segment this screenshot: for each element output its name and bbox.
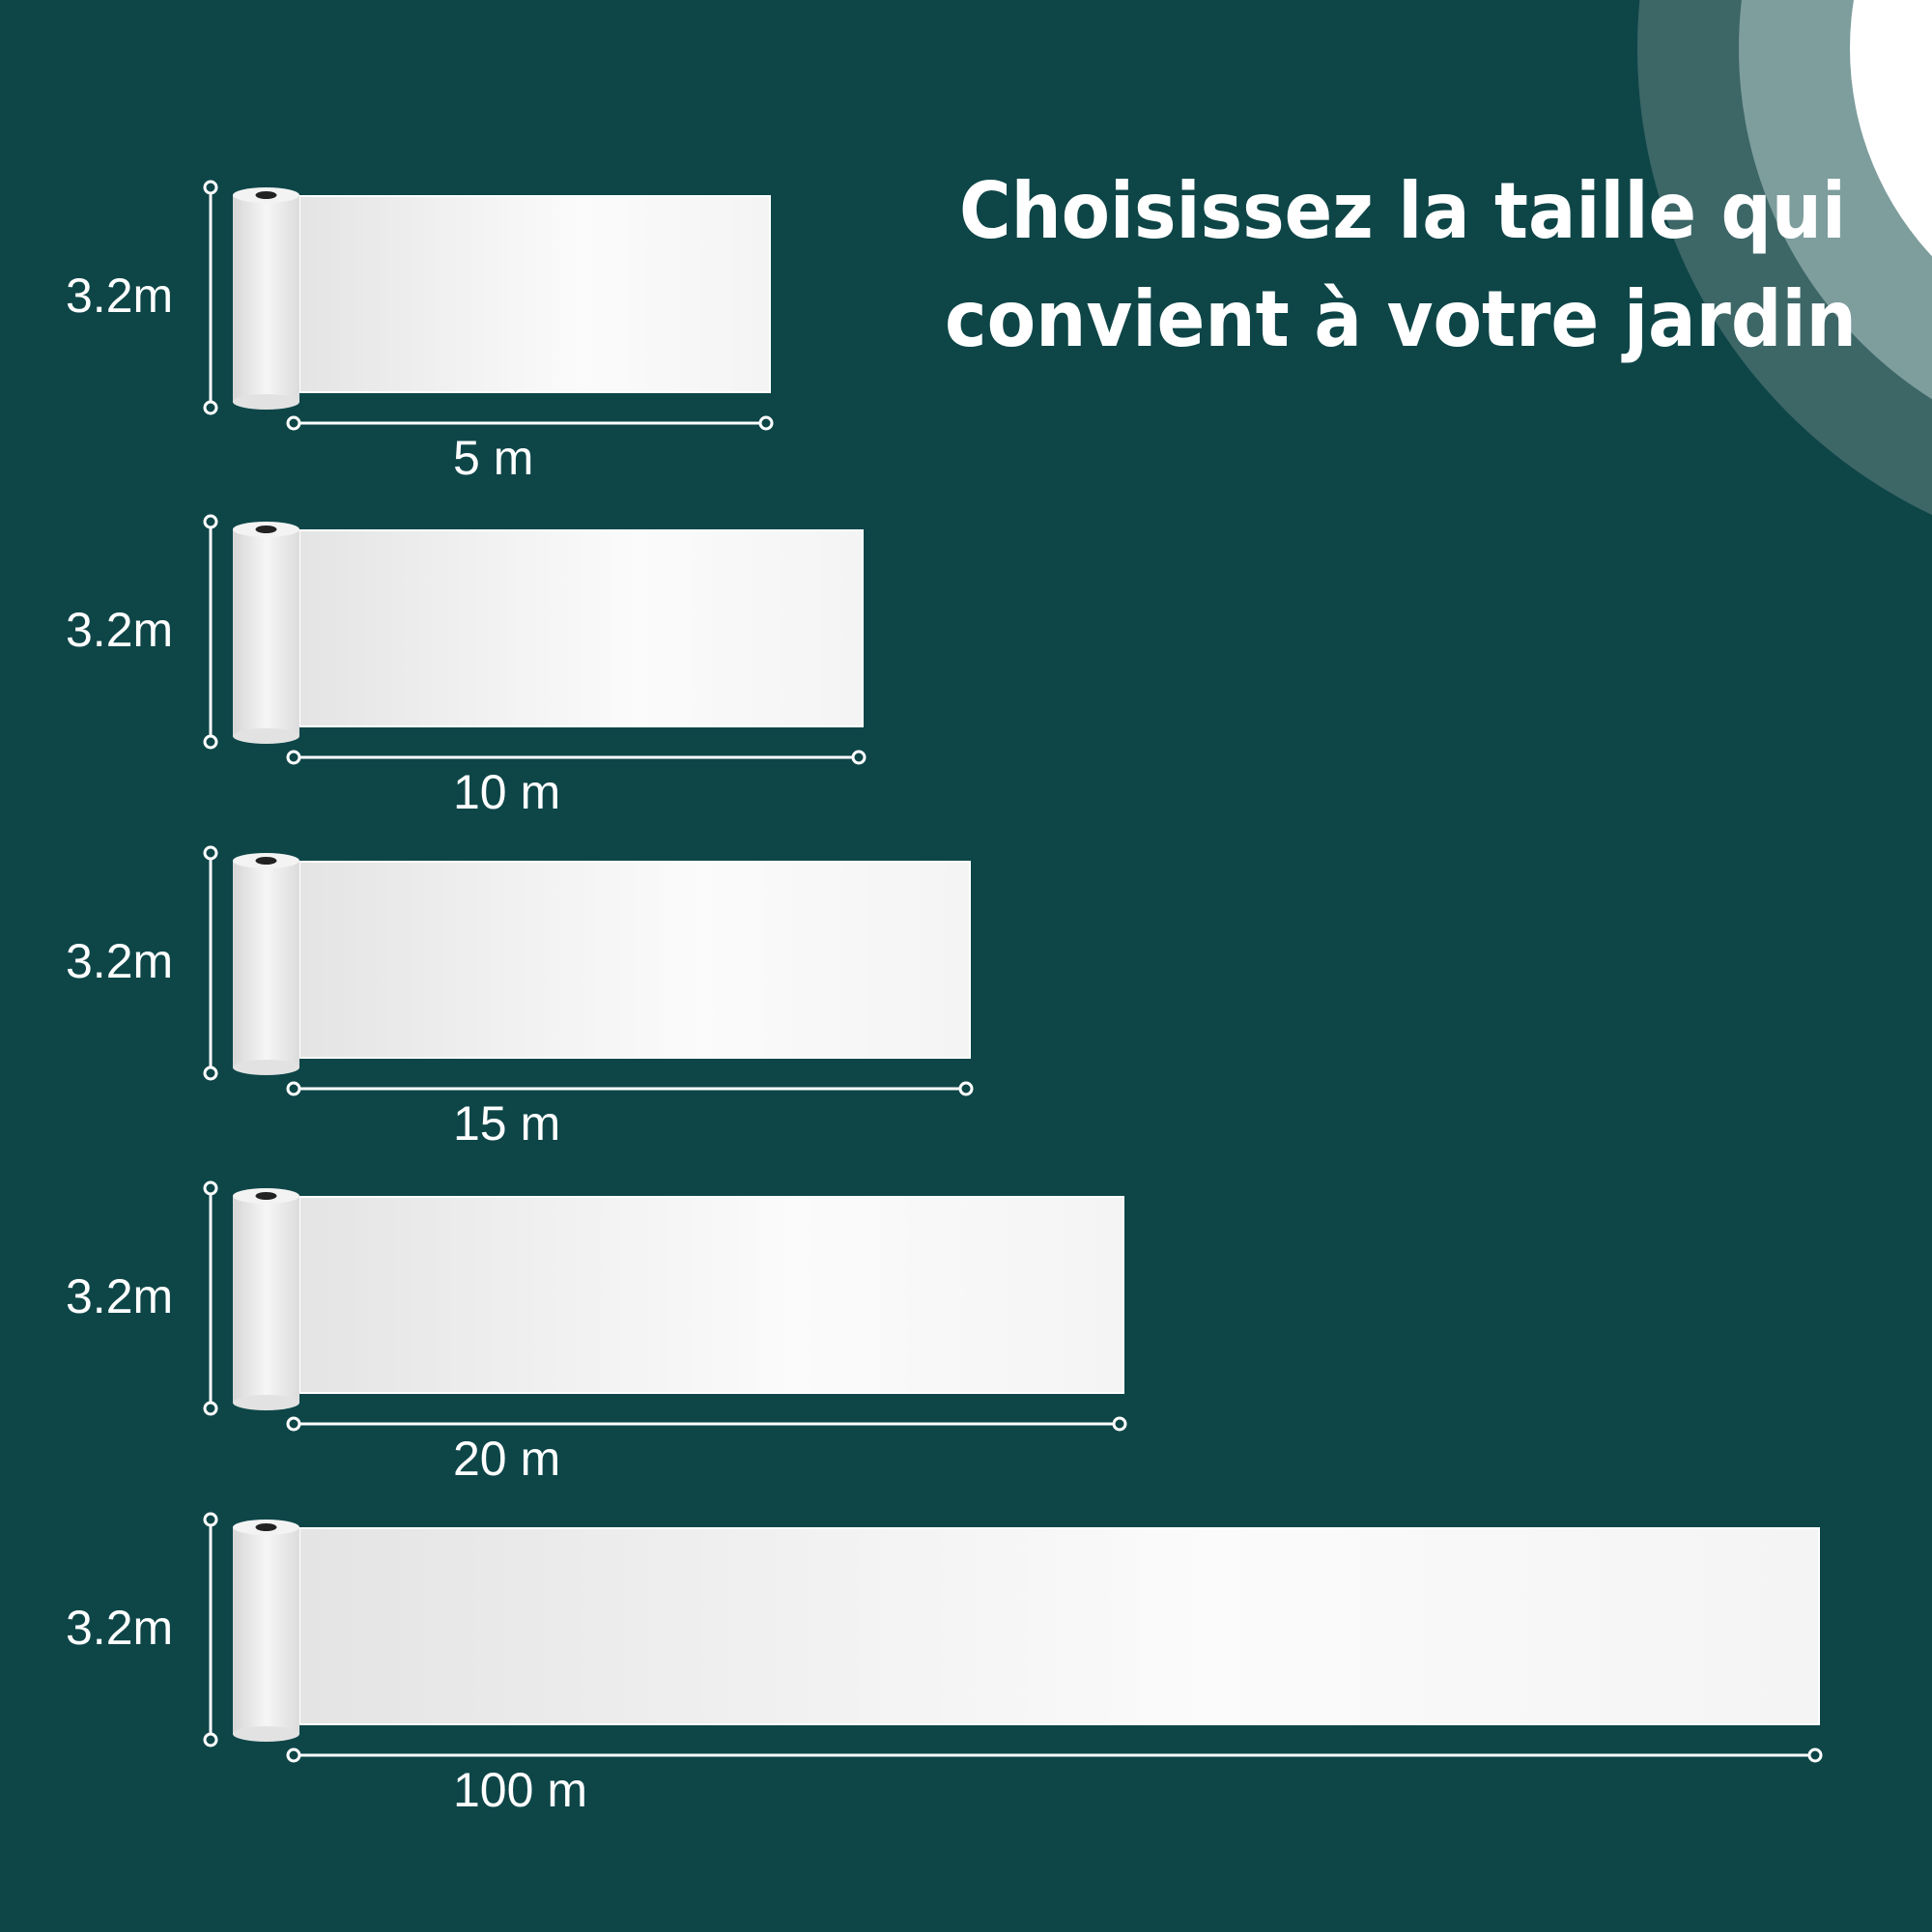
roll-row: 3.2m 5 m [66, 180, 774, 485]
length-label: 5 m [453, 431, 533, 485]
dim-end [286, 750, 301, 765]
dim-end [203, 514, 218, 529]
roll-core [255, 191, 277, 199]
roll-row: 3.2m 20 m [66, 1180, 1127, 1486]
dim-end [286, 1747, 301, 1763]
height-label: 3.2m [66, 269, 173, 323]
rolls: 3.2m 5 m 3.2m 10 m 3.2m 15 m 3.2m 20 m 3.2m 100 m [66, 180, 1823, 1817]
length-label: 10 m [453, 765, 560, 819]
roll-row: 3.2m 15 m [66, 845, 974, 1151]
roll-core [255, 857, 277, 865]
length-label: 100 m [453, 1763, 587, 1817]
title-line: Choisissez la taille qui [959, 166, 1846, 256]
dim-end [851, 750, 867, 765]
dim-end [286, 415, 301, 431]
roll-bottom [233, 728, 299, 744]
film [298, 861, 971, 1059]
roll-row: 3.2m 100 m [66, 1512, 1823, 1817]
roll [233, 529, 299, 736]
dim-end [1112, 1416, 1127, 1432]
height-label: 3.2m [66, 1269, 173, 1323]
dim-end [203, 1732, 218, 1747]
height-label: 3.2m [66, 1601, 173, 1655]
deco-circle-inner [1850, 0, 1932, 257]
length-label: 20 m [453, 1432, 560, 1486]
roll-bottom [233, 1726, 299, 1742]
roll-core [255, 1192, 277, 1200]
dim-end [203, 400, 218, 415]
dim-end [958, 1081, 974, 1096]
dim-end [203, 1512, 218, 1527]
roll [233, 1196, 299, 1403]
height-label: 3.2m [66, 603, 173, 657]
dim-end [203, 180, 218, 195]
roll-bottom [233, 1395, 299, 1410]
dim-end [203, 734, 218, 750]
title-line: convient à votre jardin [945, 274, 1857, 364]
film [298, 529, 864, 727]
roll-bottom [233, 394, 299, 410]
height-label: 3.2m [66, 934, 173, 988]
roll [233, 861, 299, 1067]
dim-end [286, 1081, 301, 1096]
roll-row: 3.2m 10 m [66, 514, 867, 819]
roll [233, 195, 299, 402]
dim-end [203, 1401, 218, 1416]
dim-end [203, 1065, 218, 1081]
dim-end [203, 1180, 218, 1196]
dim-end [1807, 1747, 1823, 1763]
film [298, 195, 771, 393]
film [298, 1196, 1124, 1394]
dim-end [286, 1416, 301, 1432]
roll-core [255, 526, 277, 533]
roll-core [255, 1523, 277, 1531]
roll-bottom [233, 1060, 299, 1075]
length-label: 15 m [453, 1096, 560, 1151]
dim-end [203, 845, 218, 861]
roll [233, 1527, 299, 1734]
dim-end [758, 415, 774, 431]
film [298, 1527, 1820, 1725]
